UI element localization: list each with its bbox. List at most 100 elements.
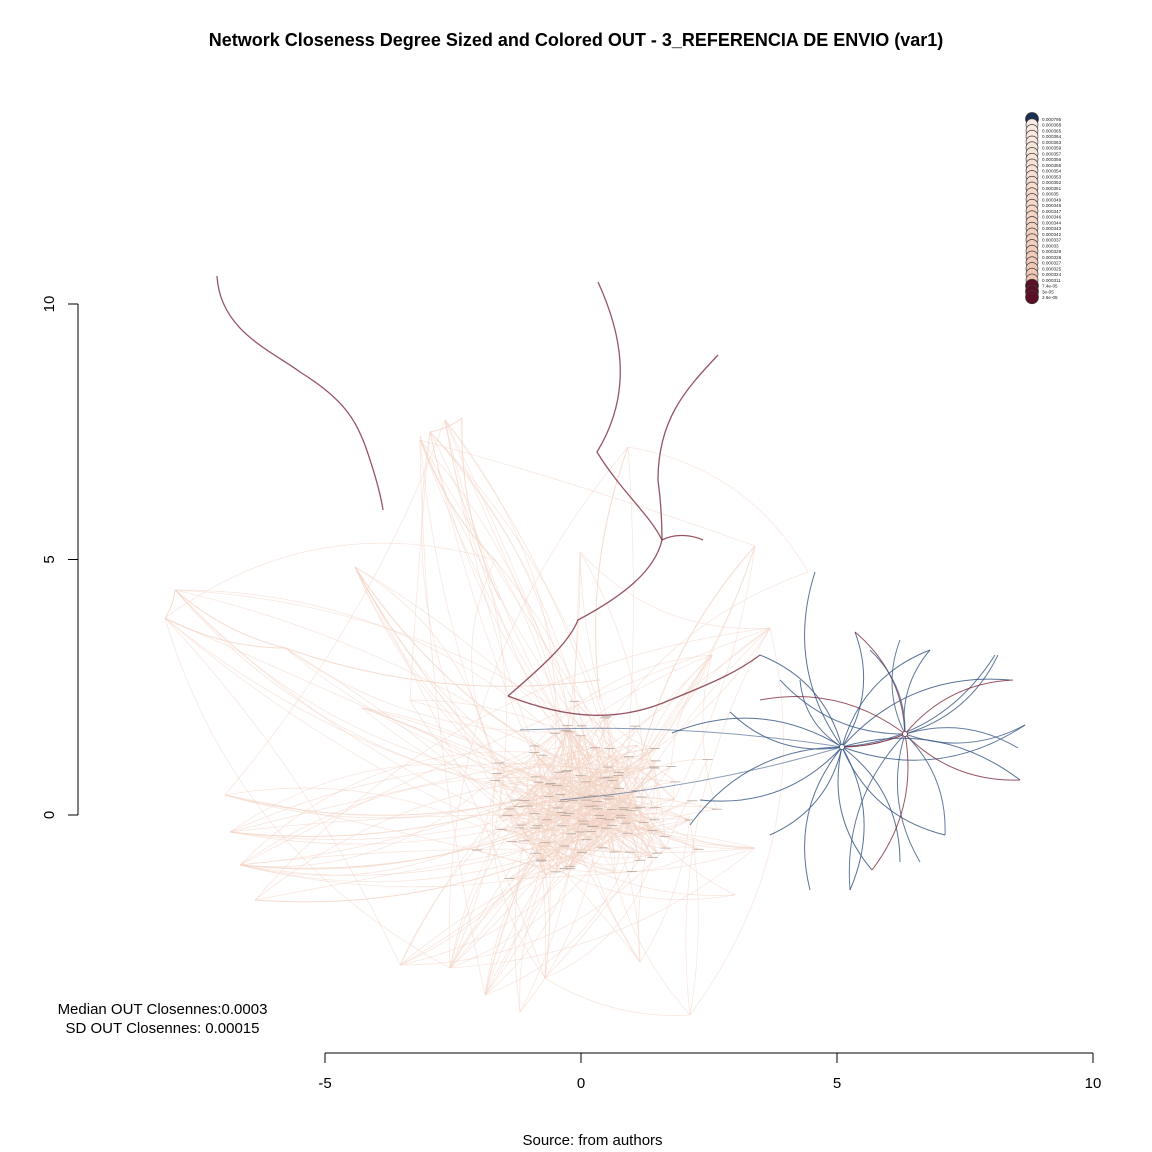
light-edge [587,766,655,797]
light-edge [540,781,676,862]
light-edge [354,566,562,813]
legend-label: 0.000357 [1042,151,1062,156]
light-edge [429,431,595,797]
light-edge [239,773,498,868]
legend-swatch [1025,290,1039,305]
blue-edge [904,733,946,836]
light-edge [484,865,559,996]
y-tick-label: 10 [41,296,58,313]
light-edge [361,707,610,821]
light-edge [544,842,641,865]
light-edge [625,766,672,824]
light-edge [498,817,632,872]
blue-edge [779,679,906,735]
light-edge [527,767,655,807]
blue-edge [729,711,843,750]
light-edge [284,647,601,687]
light-edge [524,797,690,821]
light-edge [572,797,675,801]
axes: -5 0 5 10 0 5 10 [41,296,1101,1092]
light-edge [399,814,613,966]
light-edge [419,435,496,561]
blue-edge [841,746,946,836]
light-edge [570,754,610,797]
light-edge [542,754,619,774]
legend-label: 3e-05 [1042,289,1054,294]
blue-edge [799,679,843,748]
blue-edge [759,654,843,748]
light-edge [622,446,634,810]
source-caption: Source: from authors [522,1132,663,1149]
light-edge [555,774,595,872]
light-edge [524,800,550,979]
light-edge [643,822,736,896]
light-edge [535,755,544,778]
blue-edge [519,727,843,748]
light-edge [229,812,562,845]
light-edge [484,852,631,996]
light-edge [239,751,535,866]
stats-box: Median OUT Closennes:0.0003 SD OUT Close… [40,1000,285,1038]
light-edge [670,654,713,767]
light-edge [429,431,573,801]
legend-label: 0.000353 [1042,174,1062,179]
light-edge [641,796,656,820]
light-edge [444,419,557,820]
light-edge [449,805,528,969]
light-edge [399,825,562,966]
legend-label: 0.000343 [1042,226,1062,231]
light-edge [569,731,641,861]
light-edge [444,419,558,809]
light-edge [164,617,286,649]
light-edge [498,762,591,779]
legend-label: 0.000795 [1042,117,1062,122]
blue-edge [904,654,999,735]
light-edge [164,589,176,619]
light-edge [224,794,521,816]
light-edge [534,752,655,821]
light-edge [638,819,656,963]
light-edge [527,744,638,807]
light-edge [484,766,672,996]
legend-label: 0.000363 [1042,140,1062,145]
legend-label: 0.000311 [1042,278,1061,283]
light-edge [627,446,809,573]
light-edge [592,826,615,873]
light-edge [527,752,535,805]
blue-edge [804,746,843,891]
light-edge [361,707,653,831]
legend-label: 0.000344 [1042,220,1062,225]
light-edge [634,726,655,768]
blue-edge [903,649,931,735]
light-edge [354,566,561,761]
legend-label: 0.000359 [1042,146,1062,151]
dark-edge [596,281,663,541]
blue-edge [841,733,906,748]
light-edge [628,768,656,820]
blue-edge [841,654,996,748]
dark-edge [657,354,719,541]
x-tick-label: 0 [577,1075,585,1092]
light-edge [569,766,655,869]
light-edge [555,831,581,873]
legend-label: 0.000342 [1042,232,1062,237]
light-edge [581,725,610,797]
light-edge [224,419,446,796]
blue-edge [891,639,906,735]
light-edge [583,801,598,825]
light-edge [561,571,809,826]
light-edge [229,747,596,833]
dark-edge [507,654,761,716]
legend-label: 0.000324 [1042,272,1062,277]
legend-label: 0.000365 [1042,128,1062,133]
dark-edge [507,539,663,697]
legend-label: 0.000328 [1042,255,1062,260]
light-edge [561,735,581,813]
light-edge [558,771,625,809]
light-edge [429,417,463,433]
blue-edge [848,733,906,891]
light-edge [519,866,571,1013]
light-edge [224,787,542,862]
light-edge [449,868,571,969]
light-edge [593,744,638,776]
